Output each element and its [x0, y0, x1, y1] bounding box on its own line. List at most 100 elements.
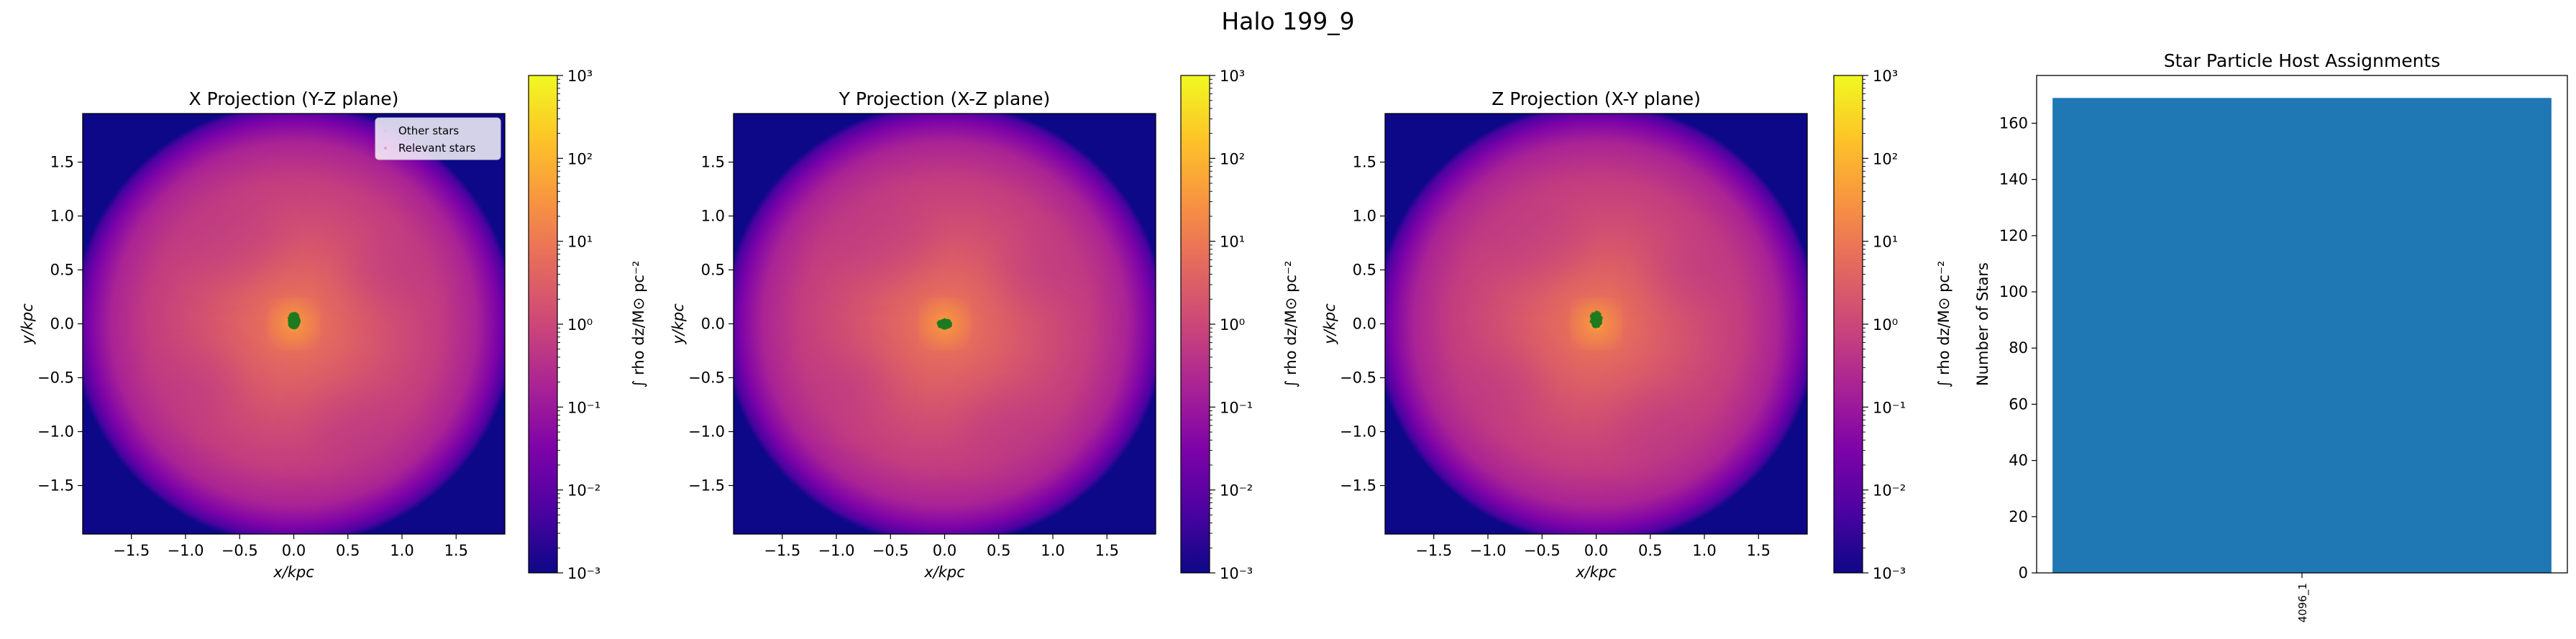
density-substructure [310, 392, 408, 471]
projection-panel: −1.5 −1.0 −0.5 0.0 0.5 1.0 1.5 −1.5 −1.0 −0.5 0.0 0… [670, 68, 1300, 582]
star-point [1597, 312, 1602, 316]
x-tick-label: −1.5 [1415, 542, 1452, 559]
density-substructure [825, 194, 934, 281]
host-assignment-panel: 4096_1 0 20 40 60 80 100 120 140 160 Number of Sta… [1974, 50, 2568, 622]
star-point [293, 311, 296, 316]
star-point [941, 323, 946, 327]
x-tick-label: 0.0 [933, 542, 956, 559]
x-tick-label: 1.0 [1692, 542, 1716, 559]
relevant-stars [936, 318, 952, 330]
panel-title: Star Particle Host Assignments [2164, 50, 2441, 71]
y-tick-label: −1.0 [37, 423, 74, 441]
y-tick-label: 0.5 [1353, 262, 1376, 279]
x-tick-label: −0.5 [872, 542, 909, 559]
x-tick-label: 0.5 [336, 542, 360, 559]
figure-suptitle: Halo 199_9 [1221, 7, 1355, 35]
colorbar-tick-label: 10² [567, 150, 593, 167]
legend: Other stars Relevant stars [375, 117, 501, 160]
star-point [1592, 323, 1596, 328]
y-tick-label: −1.5 [1340, 477, 1376, 495]
colorbar: 10⁻³ 10⁻² 10⁻¹ 10⁰ 10¹ 10² 10³ ∫ rho dz/M⊙ pc⁻² [1833, 68, 1952, 582]
y-tick-label: −1.5 [37, 477, 74, 495]
y-tick-label: 0.0 [1353, 316, 1376, 333]
density-substructure [174, 194, 283, 281]
colorbar-tick-label: 10² [1873, 150, 1898, 167]
y-tick-label: −1.5 [688, 477, 725, 495]
y-tick-label: 0.0 [50, 316, 74, 333]
y-tick-label: 1.5 [50, 154, 74, 171]
colorbar-tick-label: 10¹ [1873, 234, 1898, 251]
star-point [938, 321, 942, 325]
star-point [1596, 316, 1599, 321]
colorbar-tick-label: 10⁰ [567, 316, 593, 334]
relevant-stars [287, 311, 301, 330]
colorbar-tick-label: 10⁻³ [1873, 565, 1906, 582]
colorbar-tick-label: 10⁰ [1220, 316, 1245, 334]
colorbar-tick-label: 10³ [1873, 68, 1898, 85]
y-axis-label: y/kpc [670, 303, 687, 345]
colorbar-tick-label: 10⁻¹ [1220, 399, 1253, 416]
bar [2052, 98, 2552, 573]
y-tick-label: −0.5 [1340, 369, 1376, 387]
colorbar-label: ∫ rho dz/M⊙ pc⁻² [1935, 261, 1952, 388]
star-point [1597, 322, 1602, 326]
panel-title: Z Projection (X-Y plane) [1492, 88, 1701, 109]
colorbar-tick-label: 10³ [1220, 68, 1245, 85]
panel-title: X Projection (Y-Z plane) [189, 88, 399, 109]
x-tick-label: 1.0 [1041, 542, 1064, 559]
density-substructure [347, 235, 435, 305]
density-substructure [803, 354, 891, 423]
star-point [1592, 316, 1597, 320]
y-tick-label: 140 [1999, 171, 2028, 188]
x-axis-label: x/kpc [273, 564, 314, 581]
x-axis-label: x/kpc [923, 564, 965, 581]
y-tick-label: 1.5 [1353, 154, 1376, 171]
colorbar-tick-label: 10⁰ [1873, 316, 1898, 334]
x-tick-label: 0.0 [282, 542, 306, 559]
x-axis-label: x/kpc [1575, 564, 1617, 581]
y-tick-label: 0 [2019, 564, 2028, 581]
x-tick-label: −1.0 [818, 542, 854, 559]
colorbar-gradient [528, 75, 558, 574]
star-point [947, 322, 951, 326]
legend-label: Relevant stars [398, 142, 476, 155]
y-tick-label: 80 [2009, 339, 2028, 357]
x-tick-label: −1.5 [113, 542, 150, 559]
density-substructure [152, 354, 240, 423]
y-tick-label: 120 [1999, 227, 2028, 244]
colorbar-label: ∫ rho dz/M⊙ pc⁻² [1282, 261, 1300, 388]
projection-panel: −1.5 −1.0 −0.5 0.0 0.5 1.0 1.5 −1.5 −1.0 −0.5 0.0 0… [1321, 68, 1952, 582]
y-tick-label: 0.5 [701, 262, 725, 279]
x-tick-label: 1.5 [444, 542, 468, 559]
x-tick-label: 1.5 [1747, 542, 1771, 559]
y-tick-label: 0.5 [50, 262, 74, 279]
y-axis-label: y/kpc [1321, 303, 1338, 345]
star-point [296, 320, 300, 324]
x-tick-label: 4096_1 [2296, 583, 2310, 622]
star-point [292, 321, 296, 325]
colorbar-tick-label: 10¹ [1220, 234, 1245, 251]
star-point [290, 326, 294, 329]
colorbar-tick-label: 10⁻¹ [567, 399, 600, 416]
y-tick-label: −0.5 [688, 369, 725, 387]
colorbar-tick-label: 10⁻² [1873, 482, 1906, 500]
x-tick-label: −1.0 [1469, 542, 1506, 559]
relevant-stars [1589, 311, 1603, 328]
colorbar-tick-label: 10¹ [567, 234, 593, 251]
colorbar-tick-label: 10⁻² [1220, 482, 1253, 500]
x-tick-label: 1.0 [390, 542, 414, 559]
projection-panel: −1.5 −1.0 −0.5 0.0 0.5 1.0 1.5 −1.5 −1.0 −0.5 0.0 0… [19, 68, 647, 582]
x-tick-label: −1.0 [167, 542, 204, 559]
density-substructure [1612, 392, 1710, 471]
x-tick-label: −1.5 [764, 542, 800, 559]
y-tick-label: 1.0 [50, 208, 74, 225]
x-tick-label: −0.5 [1524, 542, 1561, 559]
colorbar-tick-label: 10² [1220, 150, 1245, 167]
star-point [1589, 314, 1594, 318]
colorbar-tick-label: 10³ [567, 68, 593, 85]
star-point [1594, 320, 1598, 323]
axes-frame [2036, 75, 2568, 574]
star-point [944, 321, 948, 324]
